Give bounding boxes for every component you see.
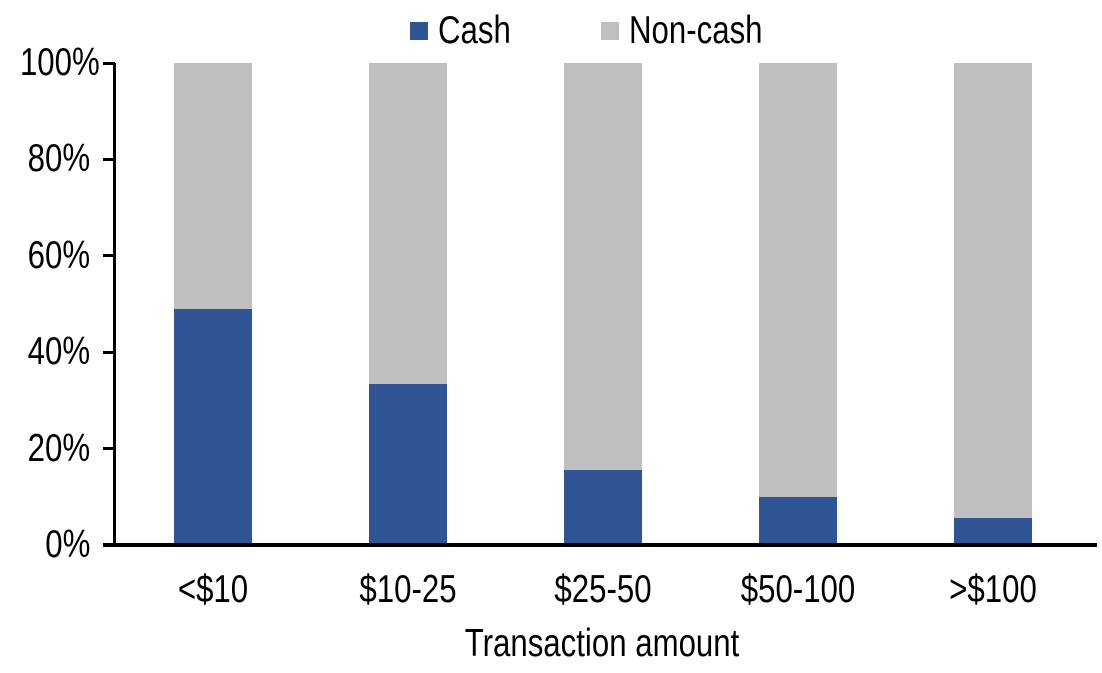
bar-1	[173, 63, 252, 545]
legend-item-cash: Cash	[409, 9, 529, 52]
bar-5	[953, 63, 1032, 545]
y-axis-tick-label: 40%	[27, 330, 90, 374]
y-axis-tick-label: 80%	[27, 137, 90, 181]
y-axis-tick	[103, 447, 115, 451]
segment-non-cash	[758, 63, 837, 497]
segment-cash	[368, 383, 447, 545]
segment-cash	[953, 518, 1032, 545]
segment-cash	[173, 308, 252, 545]
y-axis-tick-label: 0%	[44, 523, 90, 566]
y-axis-tick-label: 20%	[27, 426, 90, 470]
y-axis-line	[113, 63, 116, 547]
legend-label-non-cash: Non-cash	[628, 9, 763, 52]
segment-non-cash	[173, 63, 252, 309]
x-axis-line	[103, 543, 1097, 547]
segment-non-cash	[368, 63, 447, 384]
y-axis-tick-label: 60%	[27, 233, 90, 277]
bar-4	[758, 63, 837, 545]
segment-cash	[563, 470, 642, 545]
y-axis-tick-label: 100%	[19, 41, 100, 84]
legend-swatch-cash	[409, 22, 428, 40]
segment-non-cash	[563, 63, 642, 471]
segment-cash	[758, 496, 837, 545]
bar-3	[563, 63, 642, 545]
y-axis-tick	[103, 157, 115, 161]
legend: Cash Non-cash	[115, 11, 1090, 51]
segment-non-cash	[953, 63, 1032, 519]
y-axis-tick	[103, 61, 115, 65]
y-axis-tick	[103, 350, 115, 354]
bar-2	[368, 63, 447, 545]
legend-item-non-cash: Non-cash	[600, 9, 796, 52]
legend-label-cash: Cash	[437, 9, 511, 52]
y-axis-tick	[103, 254, 115, 258]
legend-swatch-non-cash	[600, 22, 619, 40]
